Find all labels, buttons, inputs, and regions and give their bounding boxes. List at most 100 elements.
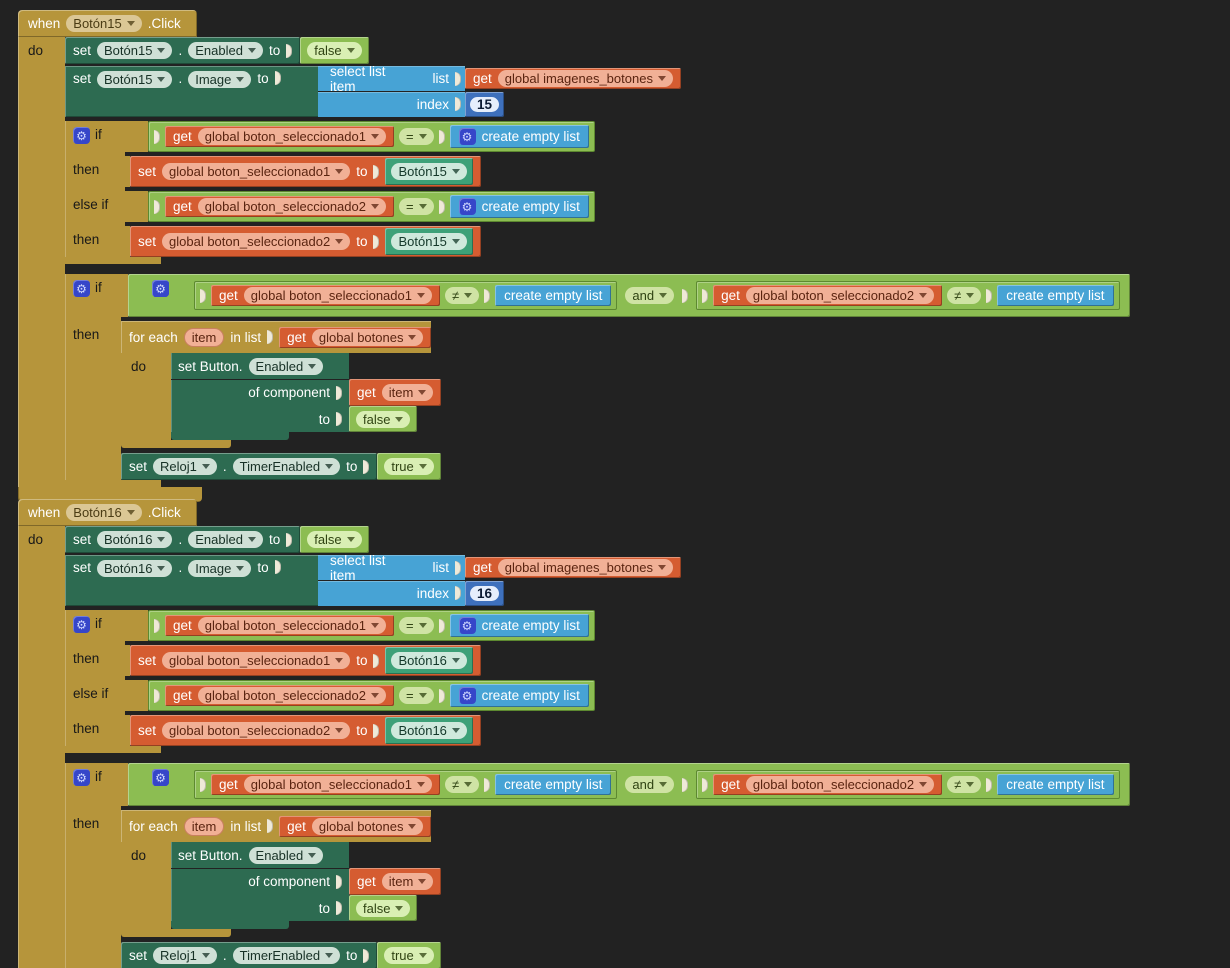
logic-true-block[interactable]: true <box>377 453 441 480</box>
loop-item-pill[interactable]: item <box>183 327 225 347</box>
property-dropdown[interactable]: TimerEnabled <box>232 947 341 964</box>
comparison-operator-dropdown[interactable]: = <box>398 617 434 634</box>
variable-dropdown[interactable]: global imagenes_botones <box>497 559 673 577</box>
property-dropdown[interactable]: TimerEnabled <box>232 458 341 475</box>
boolean-dropdown[interactable]: false <box>307 531 362 548</box>
when-block[interactable]: when Botón16 .Click do set Botón16 . Ena… <box>18 499 1130 968</box>
comparison-operator-dropdown[interactable]: = <box>398 198 434 215</box>
boolean-dropdown[interactable]: false <box>356 410 411 428</box>
boolean-dropdown[interactable]: true <box>384 947 434 964</box>
mutator-gear-icon[interactable]: ⚙ <box>458 617 476 634</box>
variable-dropdown[interactable]: global boton_seleccionado2 <box>162 233 351 250</box>
logic-true-block[interactable]: true <box>377 942 441 968</box>
compare-block[interactable]: get global boton_seleccionado1 ≠ ⚙ create … <box>152 280 618 310</box>
compare-block[interactable]: get global boton_seleccionado2 = ⚙ create … <box>148 680 595 711</box>
and-operator-dropdown[interactable]: and <box>625 776 675 793</box>
component-value-block[interactable]: Botón16 <box>385 717 473 744</box>
get-variable-block[interactable]: get global boton_seleccionado2 <box>165 196 394 217</box>
compare-block[interactable]: get global boton_seleccionado2 = ⚙ create … <box>148 191 595 222</box>
compare-block[interactable]: get global boton_seleccionado1 = ⚙ create … <box>148 121 595 152</box>
and-operator-dropdown[interactable]: and <box>625 287 675 304</box>
set-variable-block[interactable]: set global boton_seleccionado2 to Botón1… <box>130 715 481 746</box>
property-dropdown[interactable]: Enabled <box>248 846 324 864</box>
component-dropdown[interactable]: Botón16 <box>391 652 467 669</box>
mutator-gear-icon[interactable]: ⚙ <box>458 198 476 215</box>
number-value[interactable]: 16 <box>470 585 500 601</box>
mutator-gear-icon[interactable]: ⚙ <box>458 687 476 704</box>
set-variable-block[interactable]: set global boton_seleccionado2 to Botón1… <box>130 226 481 257</box>
logic-false-block[interactable]: false <box>349 406 418 432</box>
property-dropdown[interactable]: Enabled <box>188 531 263 548</box>
comparison-operator-dropdown[interactable]: ≠ <box>444 776 480 793</box>
variable-dropdown[interactable]: global boton_seleccionado1 <box>162 652 351 669</box>
timer-set-block[interactable]: set Reloj1 . TimerEnabled to <box>121 453 378 480</box>
create-empty-list-block[interactable]: ⚙ create empty list <box>152 280 1114 306</box>
variable-dropdown[interactable]: global boton_seleccionado2 <box>197 687 386 704</box>
event-component-dropdown[interactable]: Botón15 <box>66 15 142 32</box>
foreach-block[interactable]: for each item in list get global botones … <box>121 810 442 937</box>
component-dropdown[interactable]: Botón16 <box>391 722 467 739</box>
property-dropdown[interactable]: Enabled <box>188 42 263 59</box>
mutator-gear-icon[interactable]: ⚙ <box>73 280 90 297</box>
set-image-block[interactable]: set Botón16 . Image to <box>65 555 318 606</box>
comparison-operator-dropdown[interactable]: = <box>398 687 434 704</box>
comparison-operator-dropdown[interactable]: ≠ <box>947 287 982 304</box>
component-dropdown[interactable]: Botón15 <box>391 233 467 250</box>
if-else-block[interactable]: ⚙ if get global boton_seleccionado1 = ⚙ cre… <box>65 121 595 264</box>
component-dropdown[interactable]: Reloj1 <box>153 458 217 475</box>
get-variable-block[interactable]: get global botones <box>279 326 432 348</box>
logic-false-block[interactable]: false <box>349 895 418 921</box>
get-variable-block[interactable]: get global imagenes_botones <box>465 68 681 90</box>
and-block[interactable]: ⚙ get global boton_seleccionado1 ≠ ⚙ creat… <box>128 763 1130 806</box>
number-block[interactable]: 15 <box>465 91 505 117</box>
event-header[interactable]: when Botón16 .Click <box>18 499 197 526</box>
variable-dropdown[interactable]: global boton_seleccionado1 <box>197 128 386 145</box>
create-empty-list-block[interactable]: ⚙ create empty list <box>152 280 612 306</box>
component-dropdown[interactable]: Reloj1 <box>153 947 217 964</box>
variable-dropdown[interactable]: global boton_seleccionado2 <box>162 722 351 739</box>
get-variable-block[interactable]: get global botones <box>279 815 432 837</box>
variable-dropdown[interactable]: global boton_seleccionado1 <box>243 287 432 304</box>
property-dropdown[interactable]: Image <box>188 71 252 88</box>
set-variable-block[interactable]: set global boton_seleccionado1 to Botón1… <box>130 645 481 676</box>
variable-dropdown[interactable]: global boton_seleccionado2 <box>197 198 386 215</box>
boolean-dropdown[interactable]: true <box>384 458 434 475</box>
variable-dropdown[interactable]: global botones <box>311 817 424 835</box>
variable-dropdown[interactable]: global boton_seleccionado1 <box>243 776 432 793</box>
get-variable-block[interactable]: get item <box>349 868 442 895</box>
set-property-block[interactable]: set Botón16 . Enabled to <box>65 526 301 553</box>
property-dropdown[interactable]: Image <box>188 560 252 577</box>
if-and-block[interactable]: ⚙ if ⚙ get global boton_seleccionado1 ≠ ⚙ c… <box>65 763 1130 968</box>
component-value-block[interactable]: Botón15 <box>385 158 473 185</box>
mutator-gear-icon[interactable]: ⚙ <box>152 769 169 786</box>
logic-false-block[interactable]: false <box>300 37 369 64</box>
timer-set-block[interactable]: set Reloj1 . TimerEnabled to <box>121 942 378 968</box>
comparison-operator-dropdown[interactable]: ≠ <box>947 776 982 793</box>
variable-dropdown[interactable]: item <box>381 873 434 890</box>
get-variable-block[interactable]: get global boton_seleccionado1 <box>211 285 440 306</box>
mutator-gear-icon[interactable]: ⚙ <box>73 127 90 144</box>
set-image-block[interactable]: set Botón15 . Image to <box>65 66 318 117</box>
create-empty-list-block[interactable]: ⚙ create empty list <box>449 195 589 218</box>
boolean-dropdown[interactable]: false <box>307 42 362 59</box>
compare-block[interactable]: get global boton_seleccionado2 ≠ ⚙ create … <box>152 769 1120 799</box>
create-empty-list-block[interactable]: ⚙ create empty list <box>152 769 612 795</box>
variable-dropdown[interactable]: global boton_seleccionado2 <box>745 776 935 793</box>
get-variable-block[interactable]: get global boton_seleccionado2 <box>713 774 943 795</box>
create-empty-list-block[interactable]: ⚙ create empty list <box>152 769 1114 795</box>
component-dropdown[interactable]: Botón15 <box>391 163 467 180</box>
boolean-dropdown[interactable]: false <box>356 899 411 917</box>
get-variable-block[interactable]: get global boton_seleccionado2 <box>165 685 394 706</box>
variable-dropdown[interactable]: item <box>381 384 434 401</box>
select-list-item-block[interactable]: select list item list get global imagenes… <box>318 64 681 117</box>
component-value-block[interactable]: Botón15 <box>385 228 473 255</box>
component-dropdown[interactable]: Botón16 <box>97 560 173 577</box>
event-component-dropdown[interactable]: Botón16 <box>66 504 142 521</box>
mutator-gear-icon[interactable]: ⚙ <box>73 616 90 633</box>
create-empty-list-block[interactable]: ⚙ create empty list <box>449 125 589 148</box>
get-variable-block[interactable]: get global imagenes_botones <box>465 557 681 579</box>
compare-block[interactable]: get global boton_seleccionado2 ≠ ⚙ create … <box>152 280 1120 310</box>
variable-dropdown[interactable]: global imagenes_botones <box>497 70 673 88</box>
comparison-operator-dropdown[interactable]: ≠ <box>444 287 480 304</box>
get-variable-block[interactable]: get global boton_seleccionado1 <box>211 774 440 795</box>
